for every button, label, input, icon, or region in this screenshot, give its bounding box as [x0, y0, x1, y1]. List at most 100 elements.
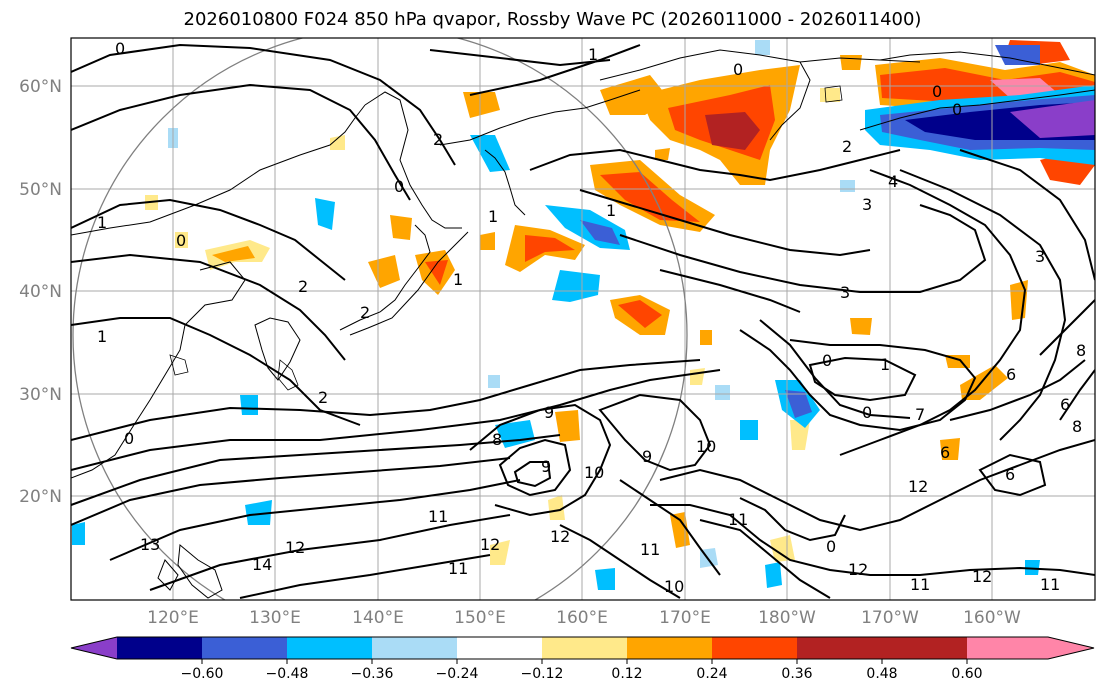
lat-label: 40°N: [19, 282, 62, 302]
colorbar-segment: [287, 637, 372, 659]
contour-label: 10: [584, 463, 604, 482]
contour-lines: [71, 43, 1095, 599]
contour-label: 12: [908, 477, 928, 496]
latitude-labels: 60°N 50°N 40°N 30°N 20°N: [19, 77, 62, 507]
lon-label: 170°W: [861, 608, 919, 628]
plot-area: 0 1 0 0 0 2 4 3 3 3 1 1 2 0 1 0 2 1 2 1 …: [71, 38, 1095, 600]
contour-label: 11: [910, 575, 930, 594]
map-title: 2026010800 F024 850 hPa qvapor, Rossby W…: [183, 9, 922, 30]
lon-label: 160°E: [556, 608, 608, 628]
contour-label: 3: [840, 283, 850, 302]
contour-label: 12: [480, 535, 500, 554]
contour-label: 8: [1076, 341, 1086, 360]
colorbar-tick-label: −0.24: [436, 666, 479, 682]
contour-label: 12: [972, 567, 992, 586]
colorbar-tick-label: 0.36: [781, 666, 812, 682]
contour-label: 9: [642, 447, 652, 466]
colorbar-segment: [712, 637, 797, 659]
negative-anomaly-shading: [72, 40, 1095, 590]
contour-label: 10: [664, 577, 684, 596]
colorbar-segment: [457, 637, 542, 659]
lon-label: 170°E: [659, 608, 711, 628]
colorbar-tick-label: −0.36: [351, 666, 394, 682]
contour-label: 0: [952, 100, 962, 119]
colorbar-segment: [372, 637, 457, 659]
island-outlines: [169, 85, 843, 391]
contour-label: 0: [176, 231, 186, 250]
contour-label: 1: [97, 213, 107, 232]
contour-label: 13: [140, 535, 160, 554]
colorbar: −0.60 −0.48 −0.36 −0.24 −0.12 0.12 0.24 …: [70, 636, 1095, 682]
colorbar-tick-label: −0.60: [181, 666, 224, 682]
lon-label: 180°W: [758, 608, 816, 628]
contour-label: 11: [428, 507, 448, 526]
contour-label: 1: [97, 327, 107, 346]
colorbar-outline: [70, 636, 1095, 660]
contour-label: 3: [862, 195, 872, 214]
lat-label: 20°N: [19, 487, 62, 507]
contour-label: 11: [448, 559, 468, 578]
plot-frame: [70, 37, 1096, 601]
contour-label: 6: [1005, 465, 1015, 484]
contour-label: 9: [544, 403, 554, 422]
contour-label: 2: [842, 137, 852, 156]
contour-label: 0: [124, 429, 134, 448]
contour-label: 0: [862, 403, 872, 422]
contour-label: 0: [394, 177, 404, 196]
contour-label: 12: [848, 560, 868, 579]
contour-label: 0: [826, 537, 836, 556]
contour-label: 0: [115, 39, 125, 58]
colorbar-segment: [542, 637, 627, 659]
contour-label: 10: [696, 437, 716, 456]
lat-label: 60°N: [19, 77, 62, 97]
contour-label: 12: [550, 527, 570, 546]
colorbar-tick-label: −0.12: [521, 666, 564, 682]
contour-label: 2: [433, 130, 443, 149]
contour-label: 11: [640, 540, 660, 559]
colorbar-tick-label: 0.60: [951, 666, 982, 682]
lon-label: 120°E: [147, 608, 199, 628]
lon-label: 140°E: [352, 608, 404, 628]
contour-label: 3: [1035, 247, 1045, 266]
contour-label: 1: [488, 207, 498, 226]
contour-label: 8: [1072, 417, 1082, 436]
colorbar-segment: [882, 637, 967, 659]
lat-label: 30°N: [19, 385, 62, 405]
contour-label: 9: [541, 457, 551, 476]
contour-label: 2: [360, 303, 370, 322]
contour-label: 7: [915, 405, 925, 424]
lon-label: 130°E: [249, 608, 301, 628]
contour-label: 12: [285, 538, 305, 557]
contour-label: 1: [588, 45, 598, 64]
reference-circle: [72, 38, 688, 600]
lon-label: 150°E: [454, 608, 506, 628]
colorbar-tick-label: −0.48: [266, 666, 309, 682]
colorbar-tick-label: 0.12: [611, 666, 642, 682]
contour-labels: 0 1 0 0 0 2 4 3 3 3 1 1 2 0 1 0 2 1 2 1 …: [97, 39, 1086, 596]
colorbar-segment: [202, 637, 287, 659]
lon-label: 160°W: [963, 608, 1021, 628]
contour-label: 4: [888, 172, 898, 191]
contour-label: 2: [318, 388, 328, 407]
colorbar-segment: [797, 637, 882, 659]
contour-label: 6: [1060, 395, 1070, 414]
lat-label: 50°N: [19, 180, 62, 200]
contour-label: 1: [606, 201, 616, 220]
contour-label: 6: [1006, 365, 1016, 384]
contour-label: 2: [298, 277, 308, 296]
contour-label: 0: [932, 82, 942, 101]
contour-label: 1: [880, 355, 890, 374]
contour-label: 8: [492, 430, 502, 449]
contour-label: 0: [822, 351, 832, 370]
contour-label: 11: [1040, 575, 1060, 594]
contour-label: 6: [940, 443, 950, 462]
contour-label: 0: [733, 60, 743, 79]
contour-label: 14: [252, 555, 272, 574]
colorbar-segment: [117, 637, 202, 659]
colorbar-segment: [627, 637, 712, 659]
contour-label: 11: [728, 510, 748, 529]
contour-label: 1: [453, 270, 463, 289]
longitude-labels: 120°E 130°E 140°E 150°E 160°E 170°E 180°…: [147, 608, 1021, 628]
colorbar-tick-label: 0.24: [696, 666, 727, 682]
